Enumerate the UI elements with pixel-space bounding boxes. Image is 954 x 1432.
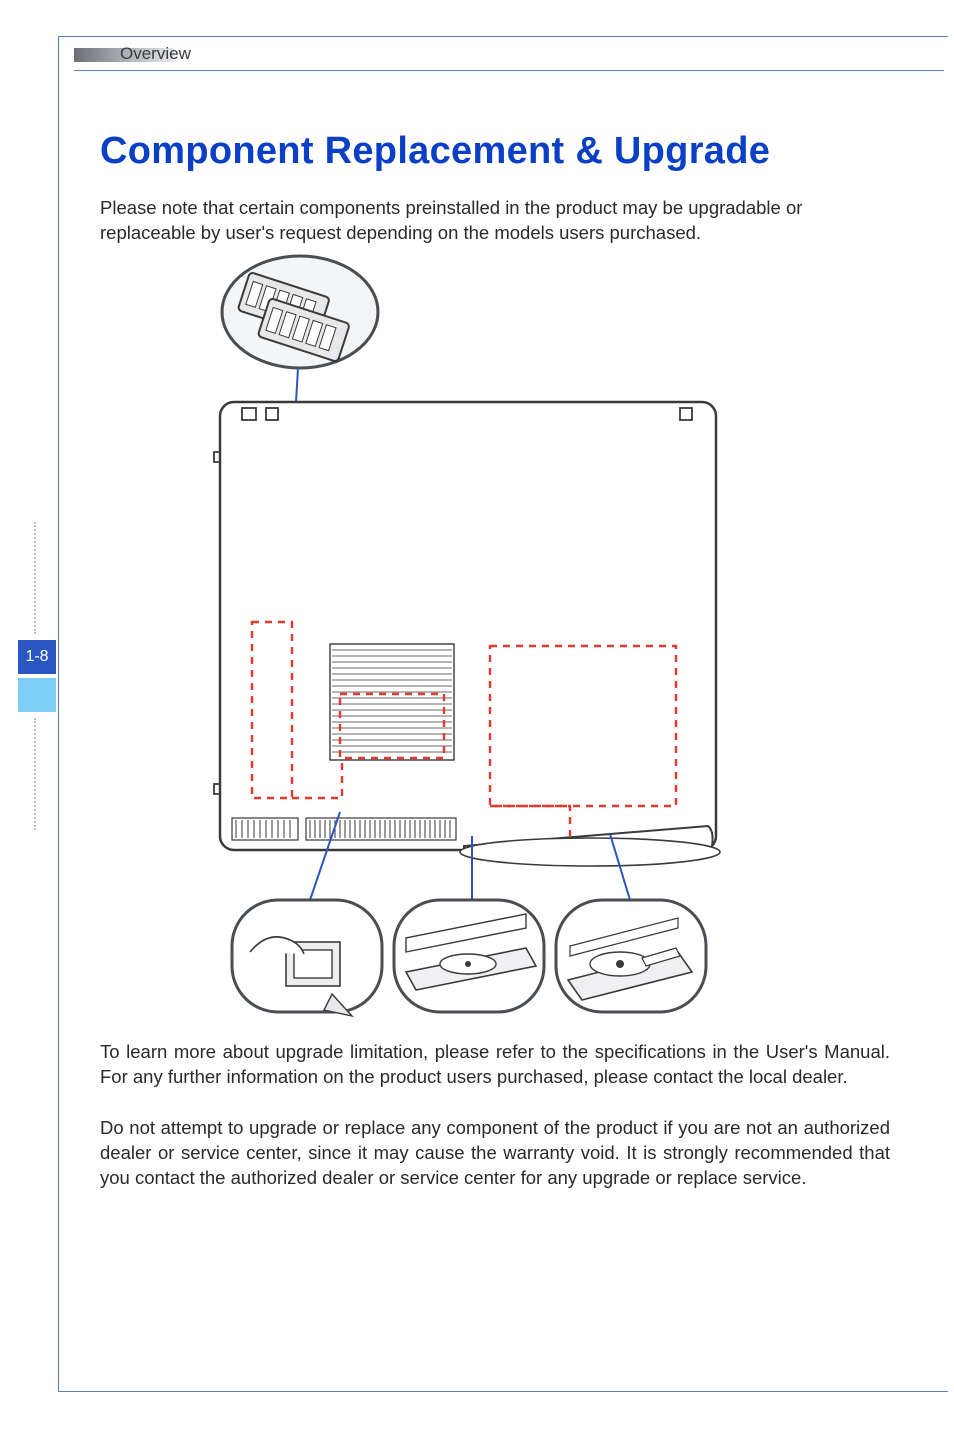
upgrade-diagram xyxy=(190,252,750,1022)
page-tab-accent xyxy=(18,678,56,712)
footer-paragraph-2: Do not attempt to upgrade or replace any… xyxy=(100,1116,890,1190)
header-rule xyxy=(74,70,944,71)
diagram-svg xyxy=(190,252,750,1022)
margin-dotted-bottom xyxy=(34,718,36,830)
page-number-tab: 1-8 xyxy=(18,640,56,674)
cpu-grille xyxy=(330,644,454,760)
footer-paragraph-1: To learn more about upgrade limitation, … xyxy=(100,1040,890,1090)
cpu-socket-callout xyxy=(232,900,382,1016)
intro-paragraph: Please note that certain components prei… xyxy=(100,196,890,246)
optical-drive-callout xyxy=(394,900,544,1012)
margin-dotted-top xyxy=(34,522,36,634)
page: Overview 1-8 Component Replacement & Upg… xyxy=(0,0,954,1432)
header-section-label: Overview xyxy=(120,44,191,64)
page-title: Component Replacement & Upgrade xyxy=(100,130,770,173)
hard-drive-callout xyxy=(556,900,706,1012)
aio-back-panel xyxy=(214,402,720,866)
